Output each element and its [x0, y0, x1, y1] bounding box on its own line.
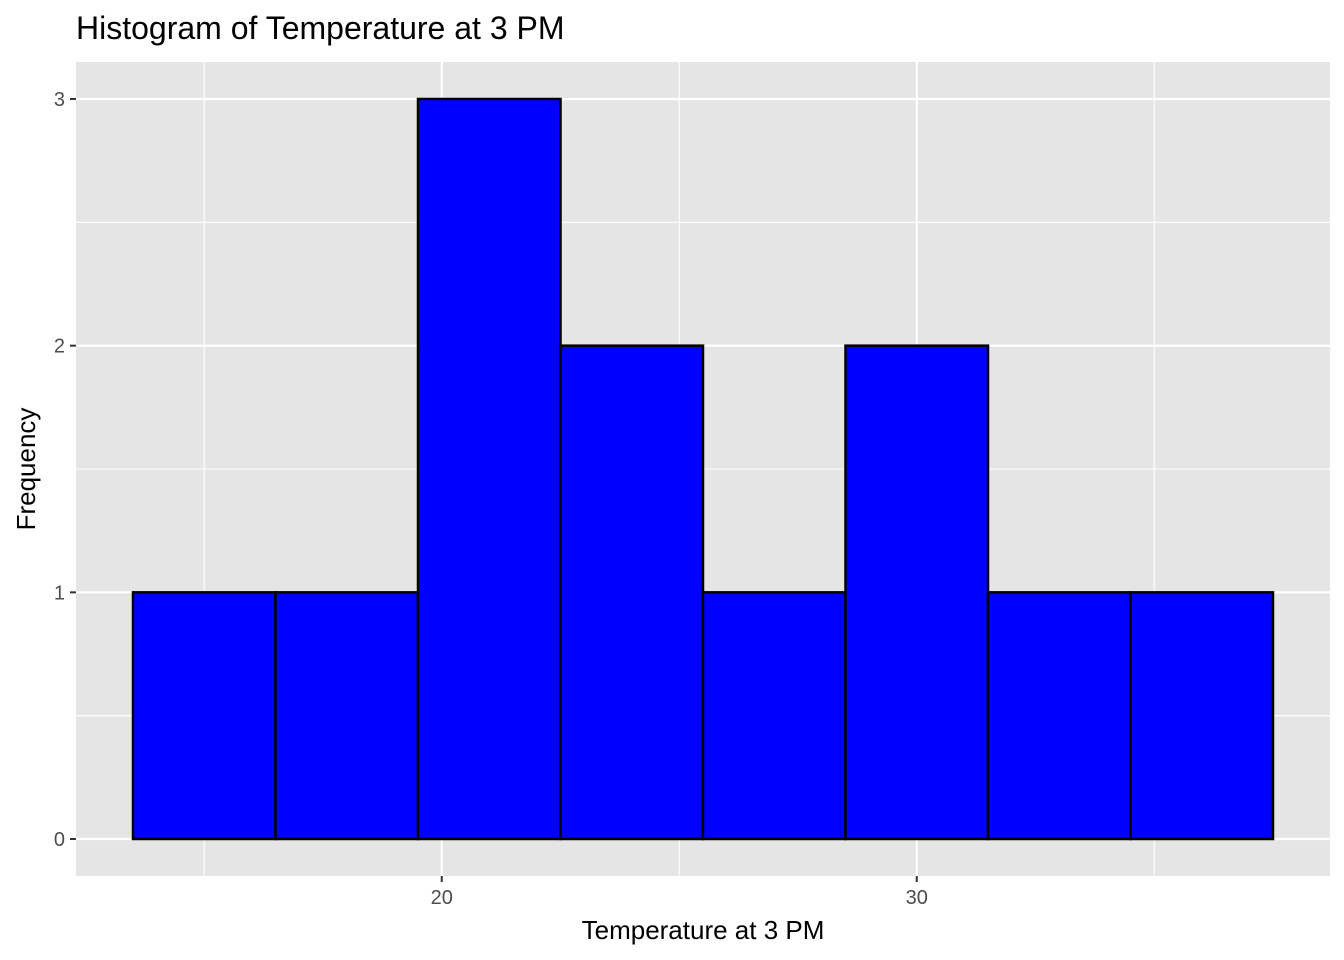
y-axis-ticks: 0 1 2 3 — [54, 89, 76, 851]
x-tick-label: 20 — [431, 887, 453, 909]
histogram-bars — [131, 97, 1275, 841]
y-axis-title: Frequency — [11, 408, 41, 531]
y-tick-label: 2 — [54, 336, 65, 358]
x-axis-title: Temperature at 3 PM — [582, 915, 825, 945]
x-axis-ticks: 20 30 — [431, 876, 928, 909]
x-tick-label: 30 — [906, 887, 928, 909]
y-tick-label: 1 — [54, 582, 65, 604]
histogram-bar — [131, 591, 277, 841]
chart-title: Histogram of Temperature at 3 PM — [76, 10, 565, 46]
histogram-bar — [701, 591, 847, 841]
y-tick-label: 0 — [54, 829, 65, 851]
histogram-bar — [559, 344, 705, 841]
y-tick-label: 3 — [54, 89, 65, 111]
histogram-bar — [274, 591, 420, 841]
histogram-bar — [1129, 591, 1275, 841]
histogram-bar — [844, 344, 990, 841]
histogram-bar — [416, 97, 562, 841]
histogram-bar — [986, 591, 1132, 841]
